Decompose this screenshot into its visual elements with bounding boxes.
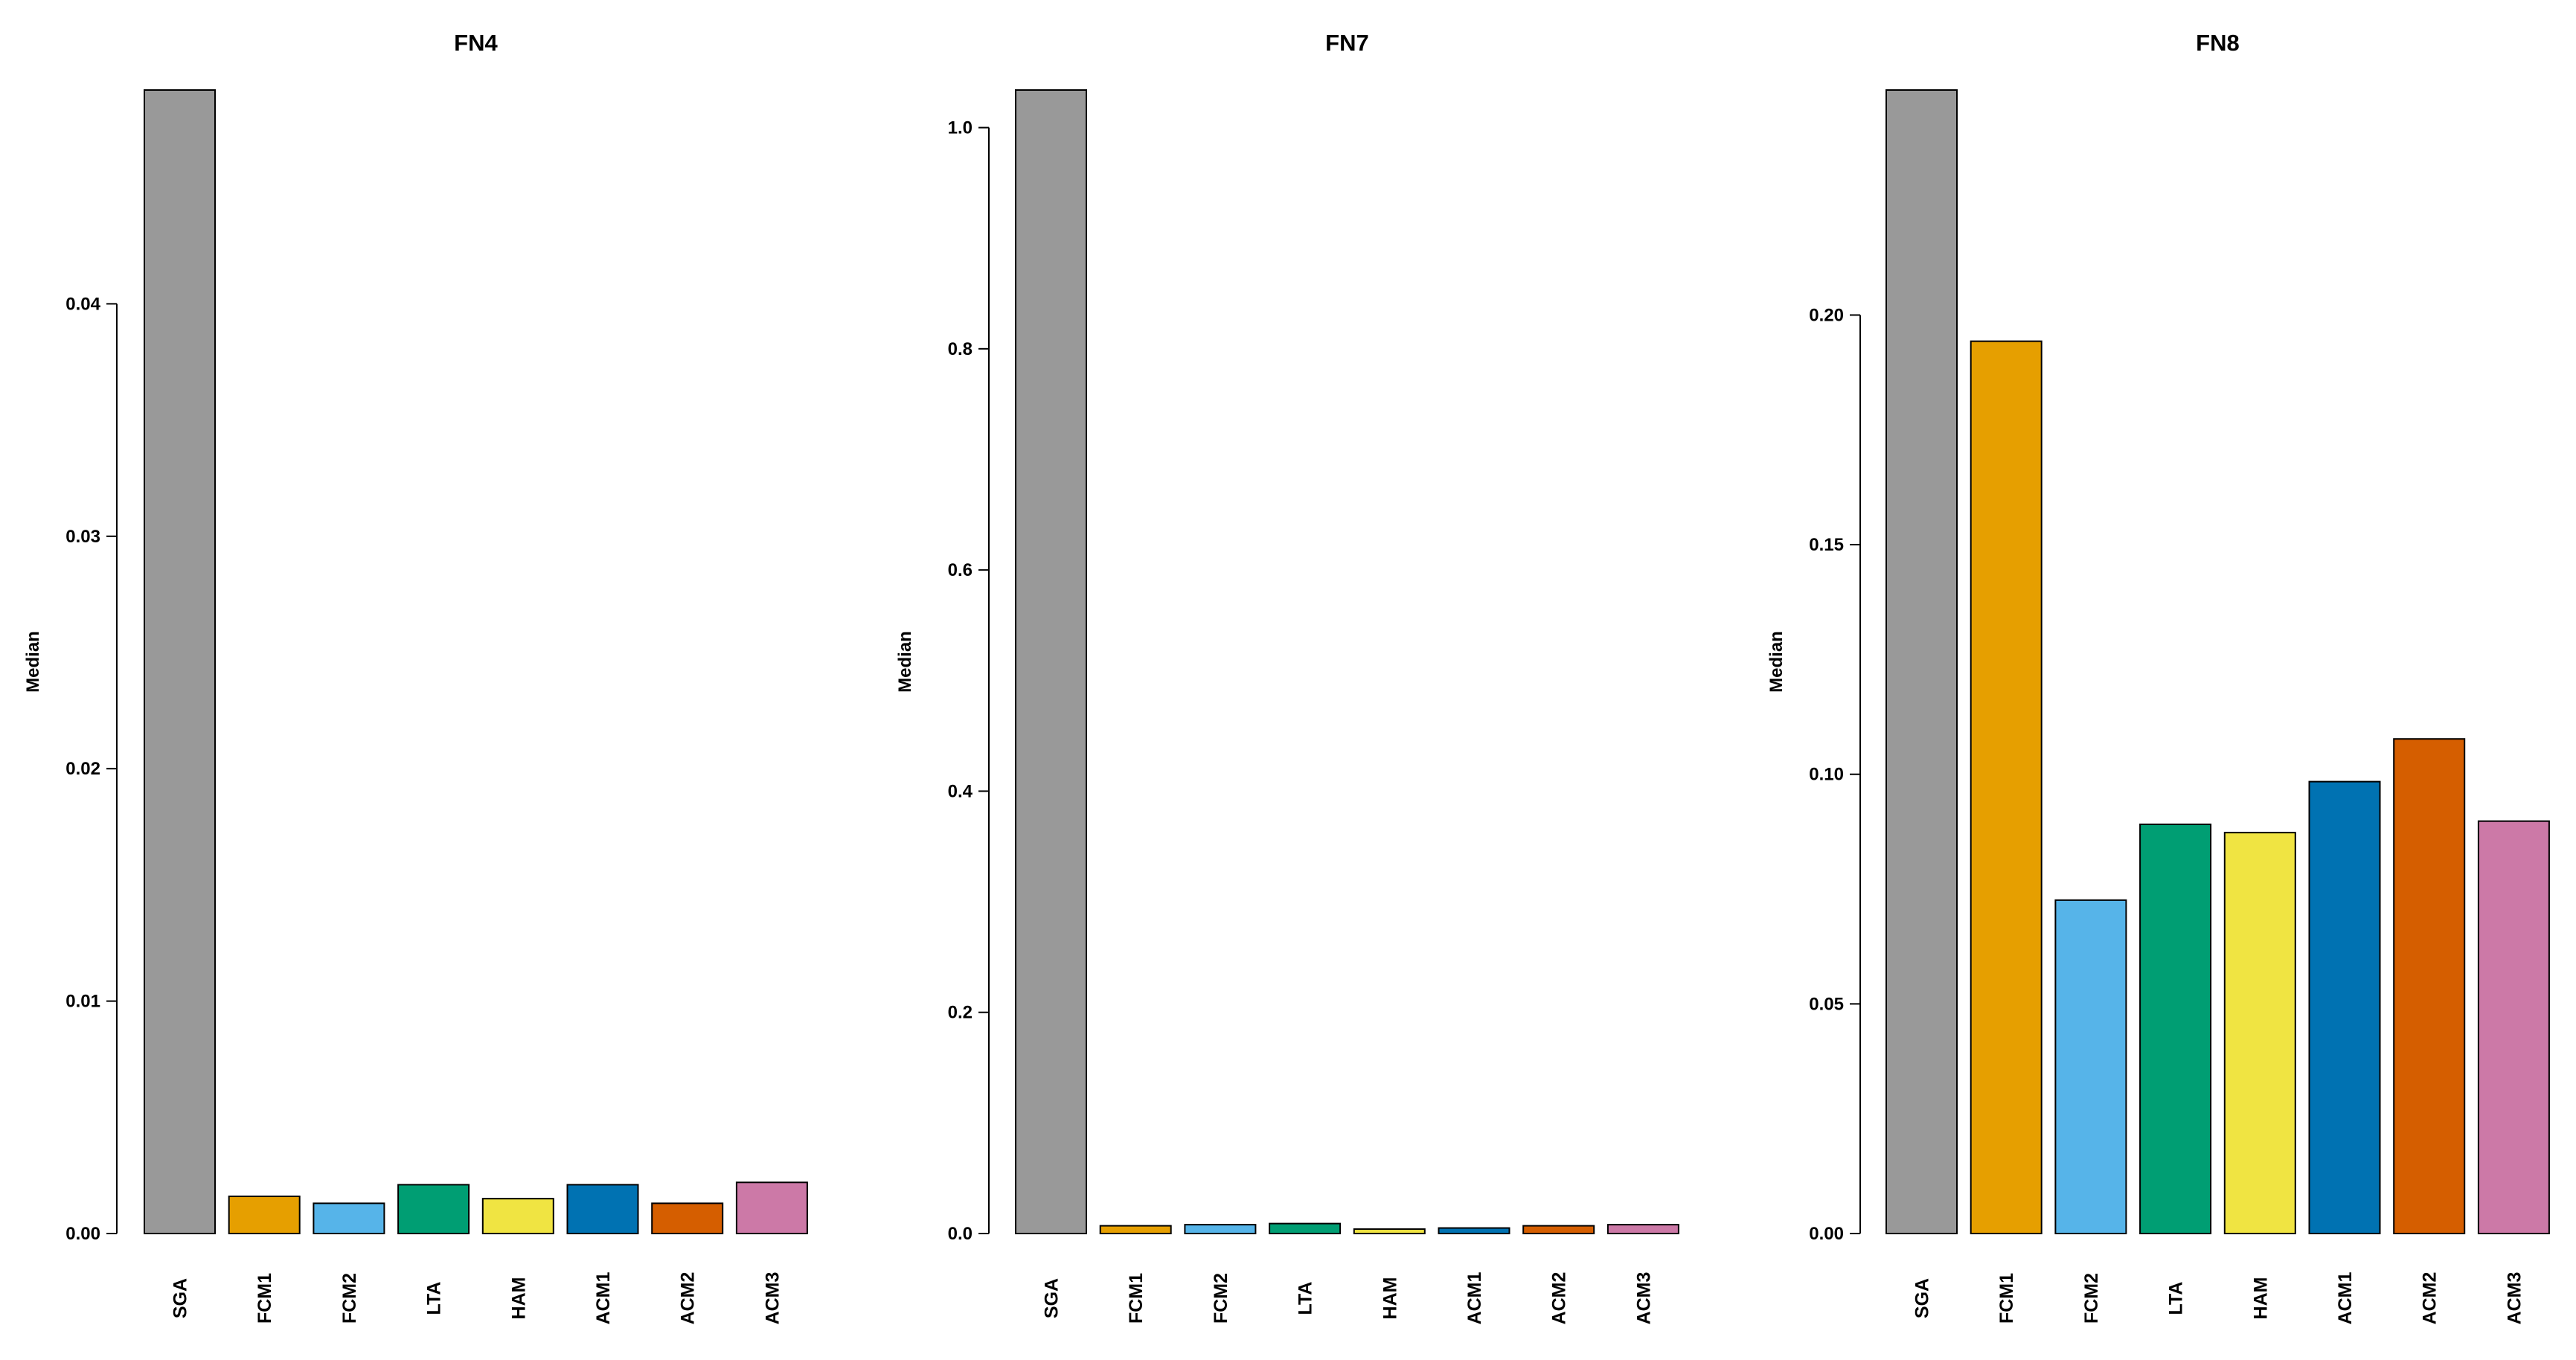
bar	[2054, 899, 2127, 1235]
bar	[1522, 1225, 1595, 1234]
bar	[2139, 824, 2212, 1235]
x-tick-label: FCM1	[1126, 1273, 1147, 1324]
bar	[1099, 1225, 1172, 1234]
x-tick-label: ACM1	[2335, 1271, 2356, 1324]
bar	[1438, 1227, 1510, 1235]
chart-title: FN7	[1325, 30, 1369, 56]
y-tick-label: 0.03	[65, 527, 100, 547]
x-tick-label: FCM1	[254, 1273, 275, 1324]
y-tick-label: 0.01	[65, 992, 100, 1012]
x-tick-label: HAM	[508, 1277, 529, 1320]
bar	[1184, 1224, 1257, 1234]
bar	[735, 1181, 808, 1234]
bar	[2223, 832, 2296, 1235]
bar	[228, 1196, 301, 1234]
x-tick-label: FCM2	[1211, 1273, 1231, 1324]
x-tick-label: FCM1	[1996, 1273, 2017, 1324]
x-tick-label: ACM2	[678, 1272, 699, 1325]
bar	[481, 1198, 554, 1235]
y-tick-label: 0.0	[948, 1224, 973, 1244]
x-tick-label: LTA	[424, 1282, 445, 1315]
y-tick-label: 0.6	[948, 560, 973, 580]
x-tick-label: ACM2	[1549, 1272, 1570, 1325]
bar	[1606, 1224, 1679, 1234]
y-axis-label: Median	[1766, 631, 1787, 693]
bar	[144, 89, 216, 1234]
y-tick-label: 0.05	[1809, 994, 1844, 1014]
bar	[1015, 89, 1087, 1234]
y-tick-label: 0.04	[65, 294, 100, 314]
y-tick-label: 0.2	[948, 1003, 973, 1023]
bar	[1885, 89, 1958, 1234]
y-tick-label: 0.8	[948, 339, 973, 359]
x-tick-label: LTA	[1295, 1282, 1316, 1315]
x-tick-label: FCM2	[2081, 1273, 2102, 1324]
y-tick-label: 0.02	[65, 759, 100, 779]
chart-title: FN8	[2196, 30, 2240, 56]
bar	[1353, 1228, 1426, 1235]
x-tick-label: SGA	[1912, 1278, 1933, 1318]
x-tick-label: ACM3	[1633, 1272, 1654, 1325]
x-tick-label: ACM2	[2420, 1272, 2441, 1325]
x-tick-label: ACM1	[593, 1271, 614, 1324]
bar	[1269, 1222, 1342, 1234]
x-tick-label: LTA	[2166, 1282, 2187, 1315]
y-tick-label: 0.4	[948, 781, 973, 801]
bar	[566, 1184, 639, 1235]
y-tick-label: 1.0	[948, 118, 973, 138]
y-tick-label: 0.10	[1809, 765, 1844, 785]
y-axis-label: Median	[895, 631, 915, 693]
chart-title: FN4	[454, 30, 498, 56]
x-tick-label: ACM1	[1464, 1271, 1485, 1324]
x-tick-label: SGA	[170, 1278, 191, 1318]
x-tick-label: HAM	[1380, 1277, 1400, 1320]
x-tick-label: FCM2	[339, 1273, 360, 1324]
bar	[651, 1202, 724, 1234]
y-axis-label: Median	[23, 631, 43, 693]
x-tick-label: SGA	[1042, 1278, 1063, 1318]
bar	[313, 1202, 385, 1234]
x-tick-label: ACM3	[2504, 1272, 2525, 1325]
bar	[2477, 820, 2550, 1234]
bar	[2393, 738, 2466, 1234]
x-tick-label: HAM	[2250, 1277, 2271, 1320]
bar	[1970, 340, 2042, 1234]
y-tick-label: 0.15	[1809, 535, 1844, 555]
y-tick-label: 0.00	[1809, 1224, 1844, 1244]
y-tick-label: 0.20	[1809, 305, 1844, 325]
bar	[397, 1184, 470, 1235]
x-tick-label: ACM3	[762, 1272, 783, 1325]
bar	[2308, 780, 2381, 1234]
y-tick-label: 0.00	[65, 1224, 100, 1244]
